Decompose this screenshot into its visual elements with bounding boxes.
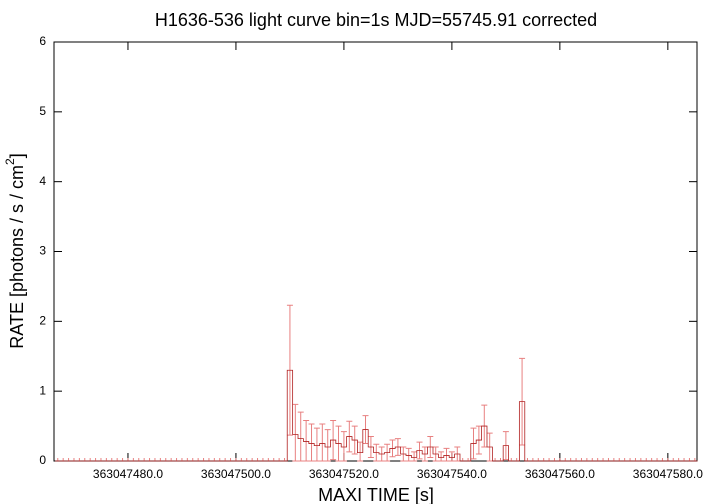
error-bar xyxy=(405,447,412,462)
x-tick-label: 363047500.0 xyxy=(201,467,271,481)
error-bar xyxy=(443,447,450,462)
error-bar xyxy=(292,403,299,462)
y-tick-label: 6 xyxy=(39,34,46,48)
y-axis-label: RATE [photons / s / cm2] xyxy=(3,153,27,348)
error-bar xyxy=(308,423,315,462)
x-tick-label: 363047480.0 xyxy=(93,467,163,481)
y-tick-label: 5 xyxy=(39,104,46,118)
error-bar xyxy=(313,427,320,462)
error-bar xyxy=(324,429,331,462)
y-axis-label-suffix: ] xyxy=(7,153,27,158)
y-axis-label-superscript: 2 xyxy=(3,158,17,165)
error-bar xyxy=(319,423,326,462)
error-bar xyxy=(411,451,418,462)
y-axis-label-text: RATE [photons / s / cm xyxy=(7,165,27,349)
error-bar xyxy=(303,419,310,462)
y-tick-label: 1 xyxy=(39,383,46,397)
y-tick-label: 0 xyxy=(39,453,46,467)
error-bar xyxy=(340,431,347,462)
error-bar xyxy=(438,451,445,462)
y-tick-label: 4 xyxy=(39,174,46,188)
error-bar xyxy=(448,451,455,462)
y-tick-label: 2 xyxy=(39,314,46,328)
x-axis-label: MAXI TIME [s] xyxy=(318,485,434,504)
error-bar xyxy=(357,441,364,462)
x-tick-label: 363047560.0 xyxy=(525,467,595,481)
x-tick-label: 363047540.0 xyxy=(417,467,487,481)
x-tick-label: 363047580.0 xyxy=(633,467,703,481)
step-line xyxy=(55,369,698,462)
y-tick-label: 3 xyxy=(39,244,46,258)
x-tick-label: 363047520.0 xyxy=(309,467,379,481)
chart-title: H1636-536 light curve bin=1s MJD=55745.9… xyxy=(155,10,597,30)
error-bar xyxy=(297,411,304,462)
